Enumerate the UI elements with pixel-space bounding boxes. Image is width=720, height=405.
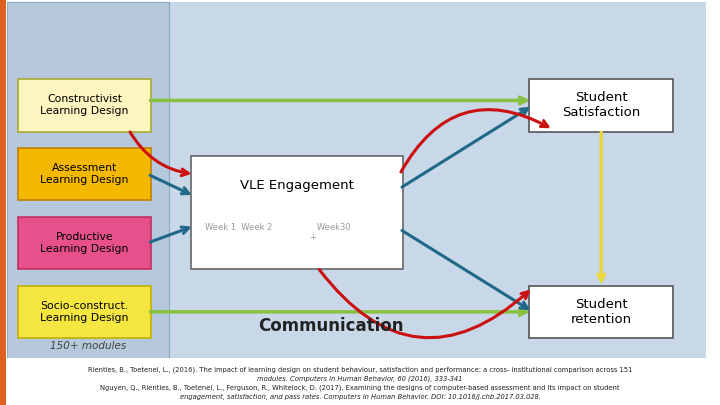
Bar: [7, 2, 706, 358]
Text: Productive
Learning Design: Productive Learning Design: [40, 232, 129, 254]
Bar: [0, 358, 720, 405]
Text: Communication: Communication: [258, 317, 404, 335]
Text: modules. Computers in Human Behavior, 60 (2016), 333-341: modules. Computers in Human Behavior, 60…: [257, 375, 463, 382]
Text: engagement, satisfaction, and pass rates. Computers in Human Behavior. DOI: 10.1: engagement, satisfaction, and pass rates…: [179, 394, 541, 400]
Text: Student
Satisfaction: Student Satisfaction: [562, 91, 640, 119]
Text: Student
retention: Student retention: [571, 298, 631, 326]
Text: Week 1  Week 2                 Week30
                                        +: Week 1 Week 2 Week30 +: [205, 223, 351, 242]
FancyBboxPatch shape: [18, 79, 151, 132]
FancyBboxPatch shape: [191, 156, 403, 269]
Bar: [7, 2, 169, 358]
Bar: [0, 0, 6, 405]
FancyBboxPatch shape: [18, 286, 151, 338]
Text: Rienties, B., Toetenel, L., (2016). The impact of learning design on student beh: Rienties, B., Toetenel, L., (2016). The …: [88, 366, 632, 373]
Text: Socio-construct.
Learning Design: Socio-construct. Learning Design: [40, 301, 129, 323]
FancyBboxPatch shape: [529, 286, 673, 338]
Text: Assessment
Learning Design: Assessment Learning Design: [40, 163, 129, 185]
FancyBboxPatch shape: [18, 148, 151, 200]
Text: Nguyen, Q., Rienties, B., Toetenel, L., Ferguson, R., Whitelock, D. (2017). Exam: Nguyen, Q., Rienties, B., Toetenel, L., …: [100, 385, 620, 391]
Text: Constructivist
Learning Design: Constructivist Learning Design: [40, 94, 129, 116]
Text: VLE Engagement: VLE Engagement: [240, 179, 354, 192]
FancyBboxPatch shape: [529, 79, 673, 132]
Text: 150+ modules: 150+ modules: [50, 341, 126, 351]
FancyBboxPatch shape: [18, 217, 151, 269]
